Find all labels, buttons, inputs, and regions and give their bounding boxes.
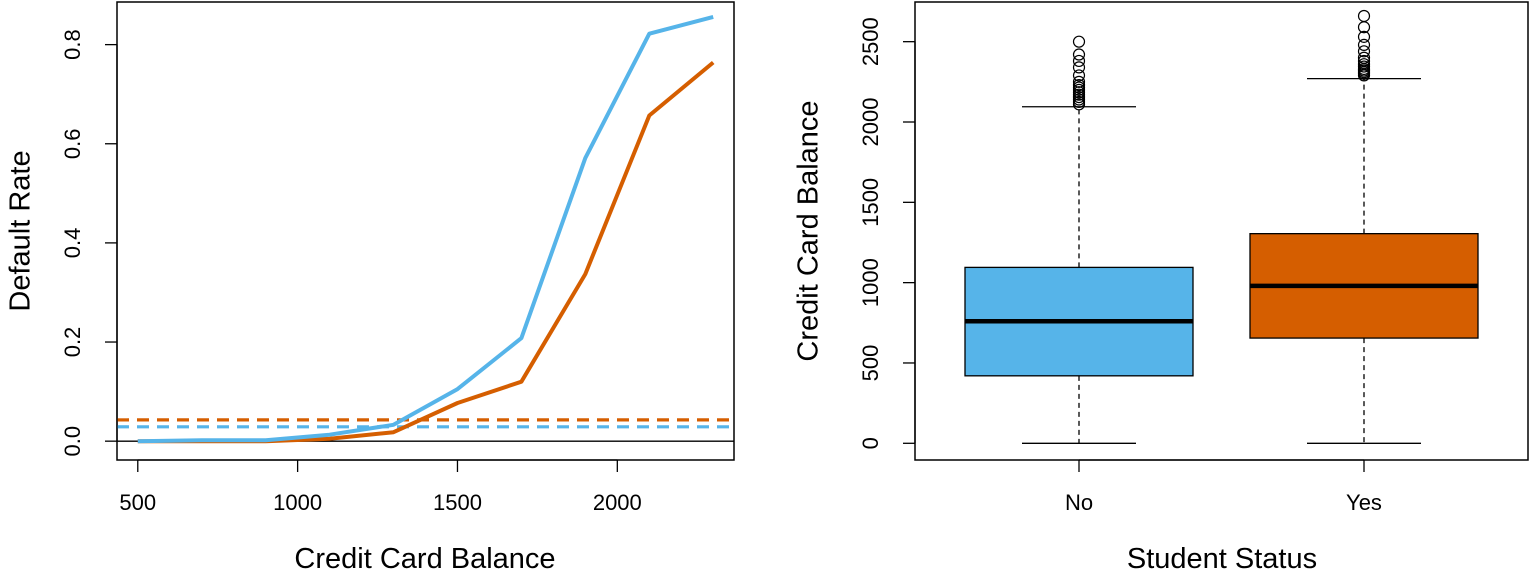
right-x-axis-title: Student Status	[1127, 543, 1317, 570]
outlier-point-13	[1072, 48, 1086, 61]
right-y-axis: 0 500 1000 1500 2000 2500	[858, 17, 916, 449]
right-x-tick-label-yes: Yes	[1346, 490, 1382, 515]
left-y-axis-title: Default Rate	[5, 150, 37, 311]
left-y-tick-label-4: 0.8	[60, 29, 85, 60]
outlier-point-9	[1072, 75, 1086, 88]
left-x-tick-label-1: 1000	[273, 490, 322, 515]
left-chart: 500 1000 1500 2000 0.0 0.2 0.4 0.6 0.8 Credit C…	[5, 1, 735, 570]
right-y-tick-label-3: 1500	[858, 178, 883, 227]
right-chart: No Yes 0 500 1000 1500 2000 2500 Student Statu…	[793, 1, 1529, 570]
right-y-tick-label-5: 2500	[858, 17, 883, 66]
outlier-point-6	[1357, 58, 1371, 71]
left-x-tick-label-3: 2000	[593, 490, 642, 515]
right-plot-frame	[914, 1, 1529, 461]
outlier-point-11	[1072, 61, 1086, 74]
left-y-tick-label-1: 0.2	[60, 327, 85, 358]
outlier-point-10	[1357, 38, 1371, 51]
outlier-point-9	[1357, 45, 1371, 58]
outlier-point-12	[1072, 54, 1086, 68]
left-y-tick-label-0: 0.0	[60, 426, 85, 457]
left-x-tick-label-0: 500	[119, 490, 156, 515]
right-y-axis-title: Credit Card Balance	[793, 100, 825, 361]
left-y-tick-label-3: 0.6	[60, 129, 85, 160]
line-series-0	[137, 60, 715, 444]
outlier-point-11	[1357, 30, 1371, 43]
right-y-tick-label-2: 1000	[858, 258, 883, 307]
box-yes	[1249, 9, 1479, 444]
right-x-axis: No Yes	[1065, 459, 1382, 515]
right-y-tick-label-0: 0	[858, 437, 883, 449]
outlier-point-13	[1357, 9, 1371, 23]
box-no	[964, 35, 1194, 444]
outlier-point-10	[1072, 69, 1086, 82]
left-x-axis: 500 1000 1500 2000	[119, 459, 642, 515]
right-x-tick-label-no: No	[1065, 490, 1093, 515]
right-boxes-group	[964, 9, 1479, 444]
left-x-axis-title: Credit Card Balance	[294, 543, 555, 570]
left-series-group	[117, 14, 734, 444]
line-series-1	[137, 14, 714, 444]
left-y-axis: 0.0 0.2 0.4 0.6 0.8	[60, 29, 118, 457]
outlier-point-14	[1072, 35, 1086, 48]
left-x-tick-label-2: 1500	[433, 490, 482, 515]
left-y-tick-label-2: 0.4	[60, 228, 85, 259]
right-y-tick-label-4: 2000	[858, 98, 883, 147]
outlier-point-7	[1357, 54, 1371, 68]
left-plot-frame	[116, 1, 735, 461]
right-y-tick-label-1: 500	[858, 345, 883, 382]
outlier-point-8	[1357, 51, 1371, 64]
outlier-point-8	[1072, 78, 1086, 92]
